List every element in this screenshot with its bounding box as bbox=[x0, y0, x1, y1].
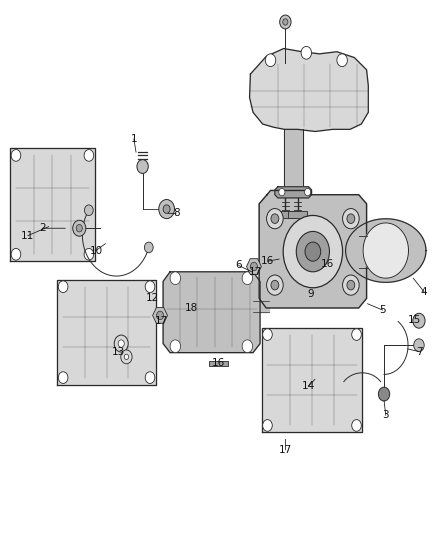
Text: 12: 12 bbox=[146, 293, 159, 303]
Polygon shape bbox=[250, 49, 368, 132]
Circle shape bbox=[73, 220, 86, 236]
Circle shape bbox=[271, 280, 279, 290]
Text: 16: 16 bbox=[261, 256, 275, 266]
Polygon shape bbox=[359, 236, 367, 268]
Text: 2: 2 bbox=[39, 223, 46, 233]
Text: 7: 7 bbox=[416, 346, 422, 357]
Circle shape bbox=[242, 272, 253, 285]
Polygon shape bbox=[284, 130, 303, 187]
Circle shape bbox=[137, 160, 148, 173]
Polygon shape bbox=[275, 187, 311, 198]
Circle shape bbox=[76, 224, 82, 232]
Circle shape bbox=[114, 335, 128, 352]
Circle shape bbox=[163, 205, 170, 213]
Text: 18: 18 bbox=[185, 303, 198, 313]
Polygon shape bbox=[163, 272, 260, 353]
Circle shape bbox=[145, 242, 153, 253]
Circle shape bbox=[343, 275, 359, 295]
Circle shape bbox=[145, 372, 155, 383]
Text: 16: 16 bbox=[321, 260, 334, 269]
Text: 8: 8 bbox=[173, 208, 180, 219]
Text: 10: 10 bbox=[89, 246, 102, 255]
Circle shape bbox=[263, 419, 272, 431]
Circle shape bbox=[304, 188, 311, 196]
Circle shape bbox=[352, 419, 361, 431]
Text: 15: 15 bbox=[408, 314, 421, 325]
Circle shape bbox=[337, 54, 347, 67]
Circle shape bbox=[159, 199, 174, 219]
Circle shape bbox=[84, 248, 94, 260]
Circle shape bbox=[121, 350, 132, 364]
Circle shape bbox=[301, 46, 311, 59]
Circle shape bbox=[305, 242, 321, 261]
Text: 17: 17 bbox=[155, 316, 168, 326]
Circle shape bbox=[145, 281, 155, 293]
Circle shape bbox=[85, 205, 93, 215]
Text: 13: 13 bbox=[112, 346, 125, 357]
Polygon shape bbox=[262, 328, 362, 432]
Polygon shape bbox=[259, 190, 367, 308]
Circle shape bbox=[267, 208, 283, 229]
Text: 11: 11 bbox=[21, 231, 35, 241]
Circle shape bbox=[414, 339, 424, 352]
Text: 6: 6 bbox=[235, 261, 242, 270]
Text: 5: 5 bbox=[379, 305, 386, 315]
Circle shape bbox=[263, 329, 272, 341]
Text: 17: 17 bbox=[249, 267, 262, 277]
Circle shape bbox=[84, 150, 94, 161]
Circle shape bbox=[170, 272, 180, 285]
Circle shape bbox=[156, 311, 163, 320]
Bar bbox=[276, 211, 295, 217]
Text: 1: 1 bbox=[131, 134, 137, 144]
Circle shape bbox=[279, 188, 285, 196]
Text: 16: 16 bbox=[212, 358, 225, 368]
Polygon shape bbox=[346, 219, 426, 282]
Circle shape bbox=[267, 275, 283, 295]
Circle shape bbox=[58, 372, 68, 383]
Circle shape bbox=[343, 208, 359, 229]
Circle shape bbox=[170, 340, 180, 353]
Bar bbox=[209, 361, 228, 367]
Circle shape bbox=[58, 281, 68, 293]
Text: 17: 17 bbox=[279, 445, 292, 455]
Circle shape bbox=[283, 215, 343, 288]
Polygon shape bbox=[363, 223, 409, 278]
Circle shape bbox=[378, 387, 390, 401]
Polygon shape bbox=[57, 280, 155, 384]
Circle shape bbox=[251, 262, 258, 271]
Polygon shape bbox=[253, 301, 269, 312]
Circle shape bbox=[118, 340, 124, 348]
Circle shape bbox=[265, 54, 276, 67]
Circle shape bbox=[11, 248, 21, 260]
Circle shape bbox=[296, 231, 329, 272]
Polygon shape bbox=[11, 149, 95, 261]
Text: 9: 9 bbox=[307, 289, 314, 299]
Bar bbox=[288, 211, 307, 217]
Circle shape bbox=[271, 214, 279, 223]
Circle shape bbox=[347, 280, 355, 290]
Circle shape bbox=[242, 340, 253, 353]
Circle shape bbox=[11, 150, 21, 161]
Circle shape bbox=[347, 214, 355, 223]
Circle shape bbox=[413, 313, 425, 328]
Circle shape bbox=[283, 19, 288, 25]
Circle shape bbox=[124, 354, 129, 360]
Text: 3: 3 bbox=[382, 410, 389, 421]
Circle shape bbox=[352, 329, 361, 341]
Text: 14: 14 bbox=[302, 381, 315, 391]
Text: 4: 4 bbox=[421, 287, 427, 297]
Circle shape bbox=[280, 15, 291, 29]
